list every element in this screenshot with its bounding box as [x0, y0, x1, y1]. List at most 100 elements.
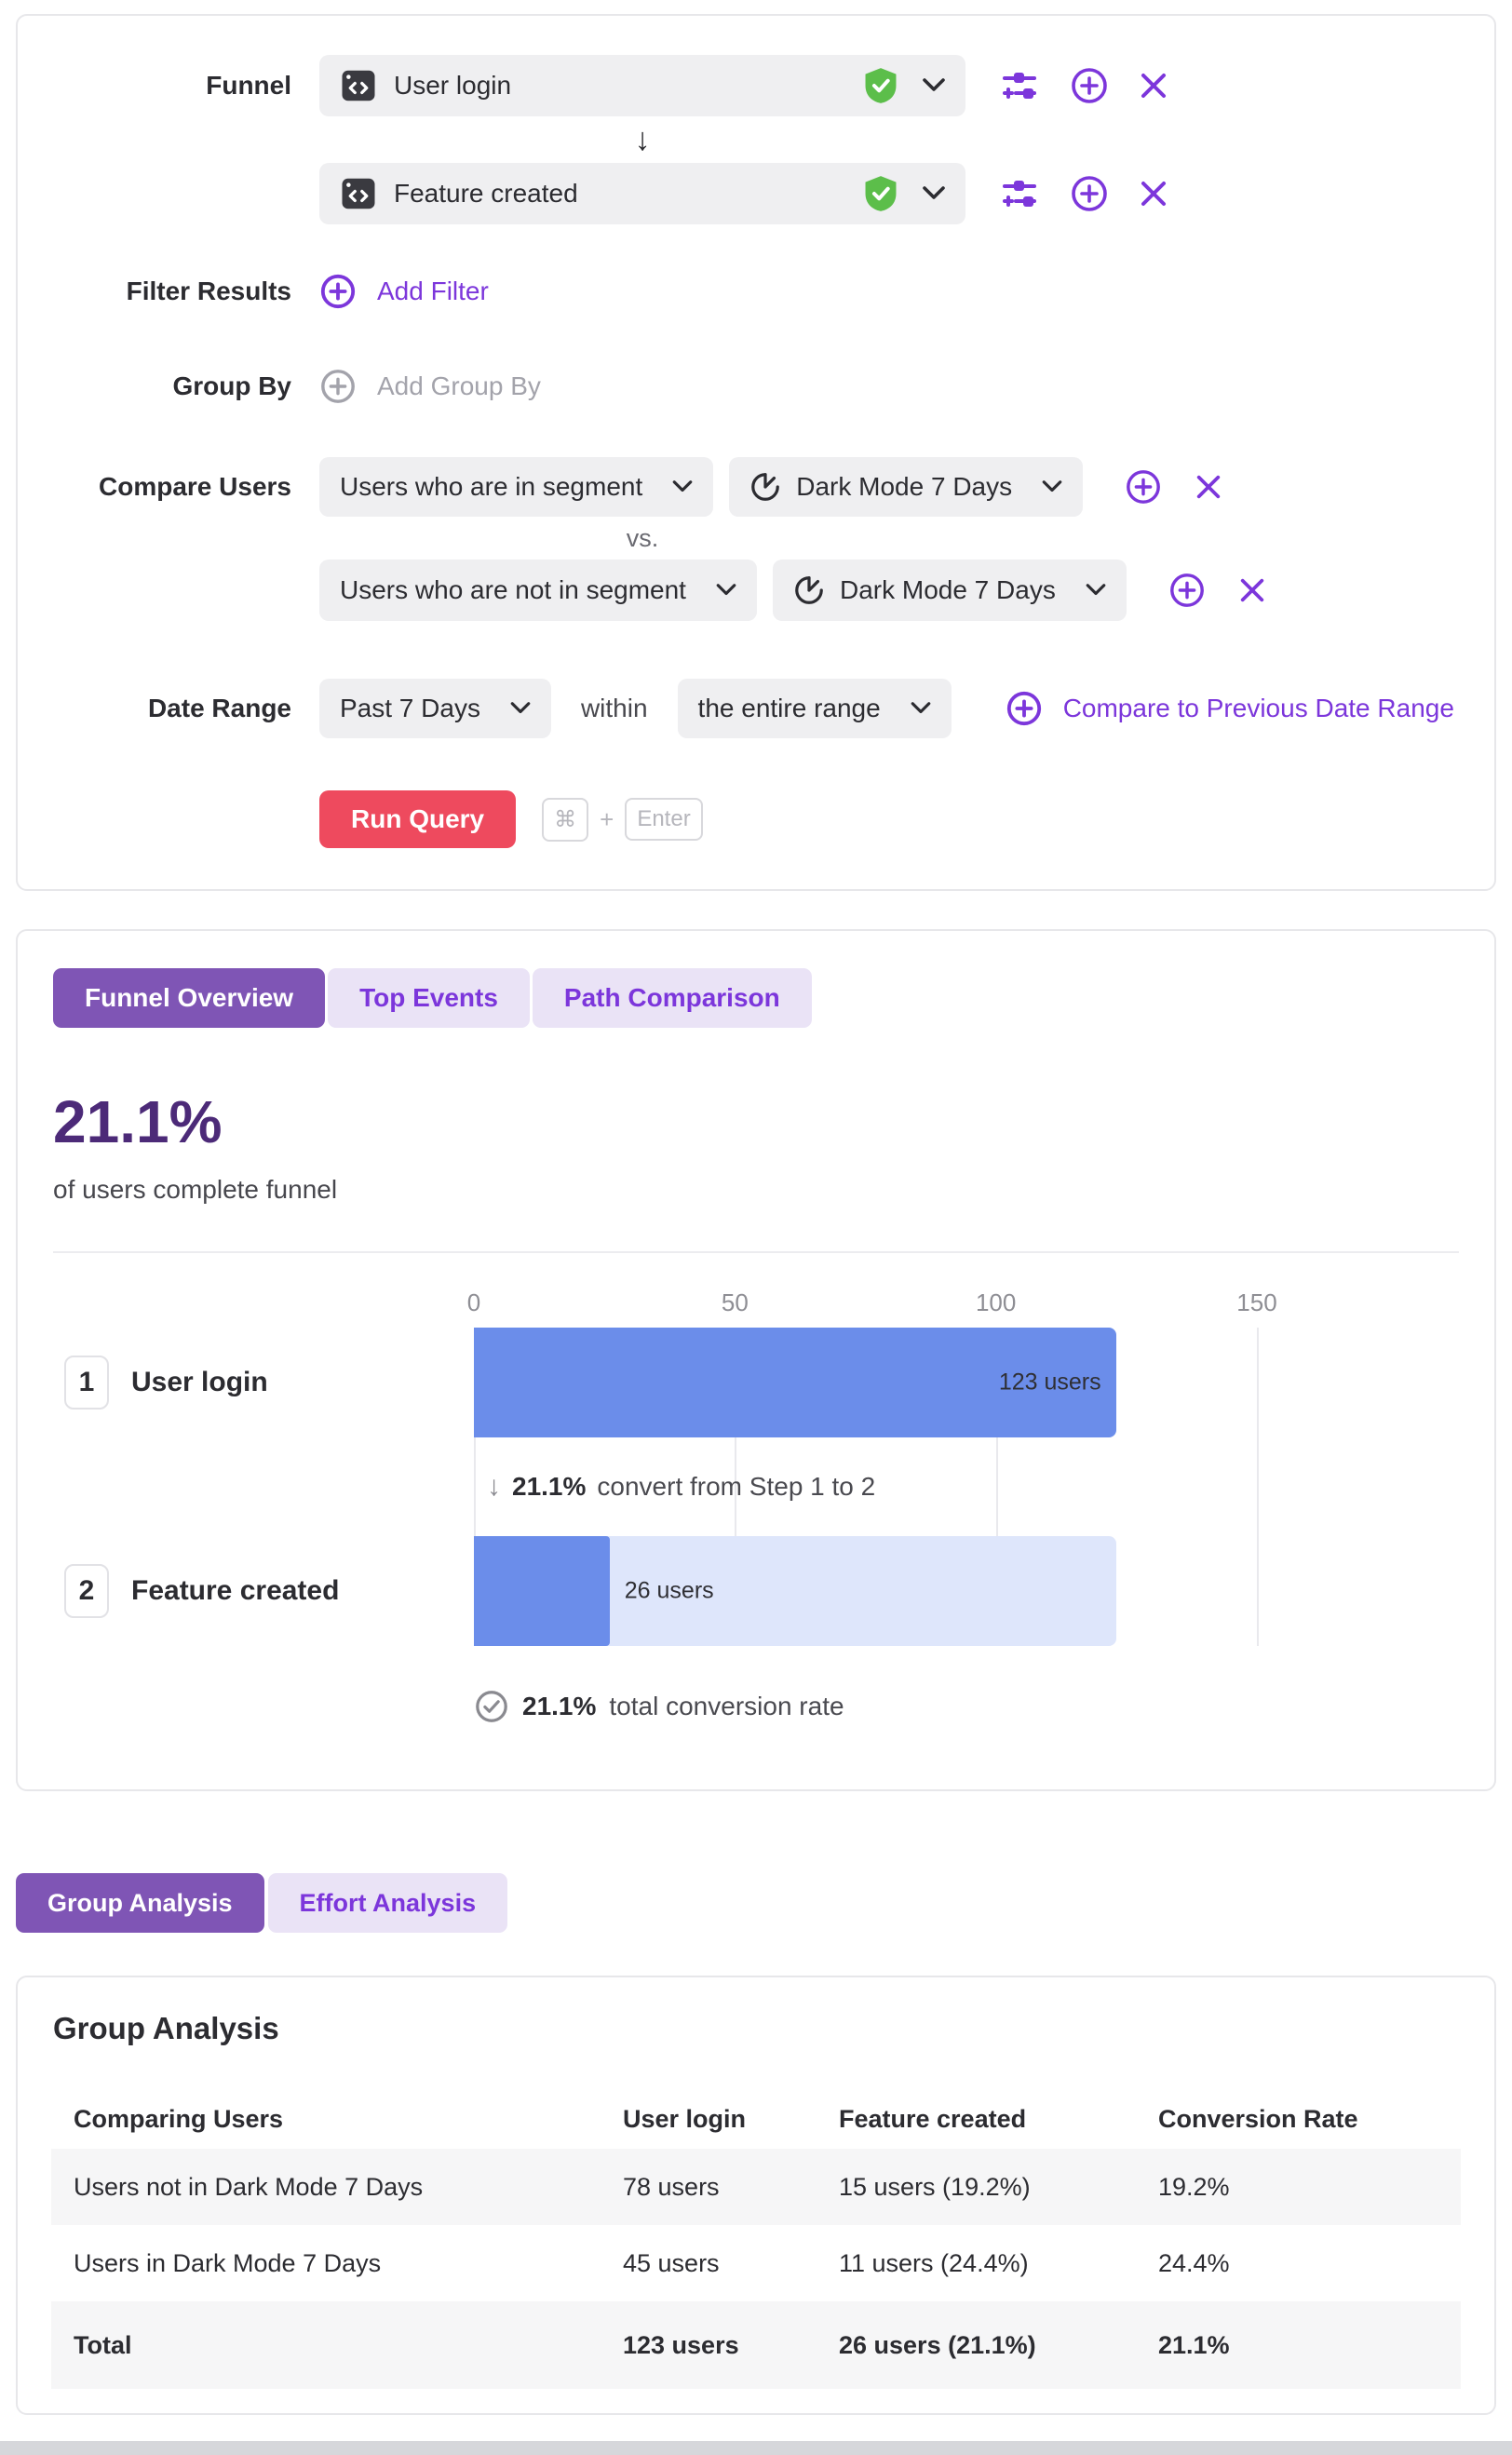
segment-type-dropdown-1[interactable]: Users who are in segment	[319, 457, 714, 517]
tab-top-events[interactable]: Top Events	[328, 968, 530, 1028]
chevron-down-icon	[716, 584, 736, 596]
group-analysis-title: Group Analysis	[53, 2011, 279, 2045]
step-1-bar-label: 123 users	[998, 1369, 1101, 1396]
tab-path-comparison[interactable]: Path Comparison	[532, 968, 812, 1028]
remove-step-icon[interactable]	[1139, 179, 1168, 209]
event-icon	[342, 70, 375, 101]
plus-sign: +	[600, 804, 614, 833]
segment-value: Dark Mode 7 Days	[839, 575, 1056, 604]
cell-user-login: 78 users	[623, 2172, 720, 2201]
add-group-by-label: Add Group By	[377, 371, 541, 400]
x-axis: 0 50 100 150	[467, 1288, 1277, 1318]
compare-users-row: Compare Users Users who are in segment D…	[27, 457, 1461, 621]
step-1-name: User login	[131, 1367, 268, 1397]
plus-circle-icon	[1006, 691, 1041, 726]
group-analysis-card: Group Analysis Comparing Users User logi…	[16, 1976, 1496, 2415]
date-range-dropdown[interactable]: Past 7 Days	[319, 679, 551, 738]
step-2-badge: 2	[64, 1564, 109, 1618]
cell-user-login: 123 users	[623, 2330, 739, 2359]
add-step-icon[interactable]	[1070, 174, 1109, 213]
step-2-name: Feature created	[131, 1575, 340, 1606]
segment-dropdown-1[interactable]: Dark Mode 7 Days	[729, 457, 1084, 517]
funnel-step-1-event-name: User login	[394, 71, 512, 100]
funnel-step-1-selector[interactable]: User login	[319, 55, 965, 116]
segment-type-dropdown-2[interactable]: Users who are not in segment	[319, 560, 757, 621]
add-step-icon[interactable]	[1070, 66, 1109, 105]
query-builder-card: Funnel User login ↓	[16, 14, 1496, 891]
segment-type-value: Users who are in segment	[340, 472, 643, 501]
remove-comparison-icon[interactable]	[1195, 473, 1222, 501]
date-range-label: Date Range	[147, 694, 291, 722]
tab-group-analysis[interactable]: Group Analysis	[16, 1873, 264, 1933]
col-feature-created: Feature created	[839, 2104, 1027, 2133]
segment-dropdown-2[interactable]: Dark Mode 7 Days	[772, 560, 1127, 621]
configure-sliders-icon[interactable]	[999, 65, 1040, 106]
step-2-bar-track[interactable]: 26 users	[474, 1536, 1116, 1646]
verified-shield-icon	[865, 176, 897, 211]
funnel-step-2-event-name: Feature created	[394, 179, 578, 208]
chevron-down-icon	[1042, 480, 1062, 492]
add-filter-button[interactable]: Add Filter	[319, 273, 489, 310]
cell-conversion-rate: 24.4%	[1158, 2248, 1230, 2277]
results-tabs: Funnel Overview Top Events Path Comparis…	[53, 968, 1459, 1028]
tab-funnel-overview[interactable]: Funnel Overview	[53, 968, 326, 1028]
cell-conversion-rate: 21.1%	[1158, 2330, 1230, 2359]
x-axis-tick: 100	[975, 1288, 1017, 1316]
compare-previous-date-range-button[interactable]: Compare to Previous Date Range	[1006, 690, 1454, 727]
cell-feature-created: 15 users (19.2%)	[839, 2172, 1031, 2201]
check-circle-icon	[476, 1691, 507, 1722]
add-group-by-button[interactable]: Add Group By	[319, 368, 541, 405]
plus-circle-icon	[321, 370, 355, 403]
plus-circle-icon	[320, 274, 356, 309]
add-comparison-icon[interactable]	[1168, 572, 1206, 609]
date-range-value: Past 7 Days	[340, 694, 480, 722]
chevron-down-icon	[911, 702, 931, 714]
group-by-row: Group By Add Group By	[27, 368, 1461, 405]
table-header-row: Comparing Users User login Feature creat…	[51, 2089, 1461, 2149]
cell-user-login: 45 users	[623, 2248, 720, 2277]
cell-group-name: Total	[74, 2330, 132, 2359]
remove-step-icon[interactable]	[1139, 71, 1168, 101]
cell-feature-created: 26 users (21.1%)	[839, 2330, 1036, 2359]
date-range-row: Date Range Past 7 Days within the entire…	[27, 679, 1461, 738]
x-axis-tick: 150	[1236, 1288, 1277, 1316]
funnel-step-2-selector[interactable]: Feature created	[319, 163, 965, 224]
table-total-row: Total 123 users 26 users (21.1%) 21.1%	[51, 2301, 1461, 2389]
funnel-results-card: Funnel Overview Top Events Path Comparis…	[16, 929, 1496, 1791]
group-analysis-table: Comparing Users User login Feature creat…	[51, 2089, 1461, 2389]
conversion-headline: 21.1%	[53, 1088, 223, 1155]
within-label: within	[580, 694, 648, 722]
filter-results-label: Filter Results	[126, 277, 291, 305]
segment-type-value: Users who are not in segment	[340, 575, 686, 604]
segment-value: Dark Mode 7 Days	[796, 472, 1013, 501]
funnel-label: Funnel	[206, 71, 291, 100]
cell-group-name: Users in Dark Mode 7 Days	[74, 2248, 382, 2277]
table-row: Users in Dark Mode 7 Days 45 users 11 us…	[51, 2225, 1461, 2301]
configure-sliders-icon[interactable]	[999, 173, 1040, 214]
remove-comparison-icon[interactable]	[1238, 576, 1266, 604]
funnel-row: Funnel User login ↓	[27, 55, 1461, 224]
chevron-down-icon	[923, 186, 945, 199]
funnel-step-1-row: 1 User login 123 users	[53, 1328, 1459, 1437]
cell-conversion-rate: 19.2%	[1158, 2172, 1230, 2201]
add-filter-label: Add Filter	[377, 277, 489, 305]
table-row: Users not in Dark Mode 7 Days 78 users 1…	[51, 2149, 1461, 2225]
group-by-label: Group By	[172, 371, 291, 400]
cell-feature-created: 11 users (24.4%)	[839, 2248, 1029, 2277]
x-axis-tick: 50	[721, 1288, 749, 1316]
col-user-login: User login	[623, 2104, 747, 2133]
range-scope-dropdown[interactable]: the entire range	[677, 679, 952, 738]
compare-previous-date-range-label: Compare to Previous Date Range	[1062, 694, 1454, 722]
vs-label: vs.	[626, 524, 659, 552]
chevron-down-icon	[1086, 584, 1106, 596]
tab-effort-analysis[interactable]: Effort Analysis	[267, 1873, 508, 1933]
cmd-key: ⌘	[542, 797, 589, 842]
add-comparison-icon[interactable]	[1125, 468, 1162, 506]
step-2-bar-label: 26 users	[624, 1577, 714, 1604]
step-1-bar[interactable]: 123 users	[474, 1328, 1116, 1437]
range-scope-value: the entire range	[697, 694, 881, 722]
run-query-row: Run Query ⌘ + Enter	[27, 790, 1461, 848]
run-query-button[interactable]: Run Query	[319, 790, 517, 848]
funnel-step-2-row: 2 Feature created 26 users	[53, 1536, 1459, 1646]
total-conversion-note: 21.1% total conversion rate	[474, 1689, 1459, 1724]
